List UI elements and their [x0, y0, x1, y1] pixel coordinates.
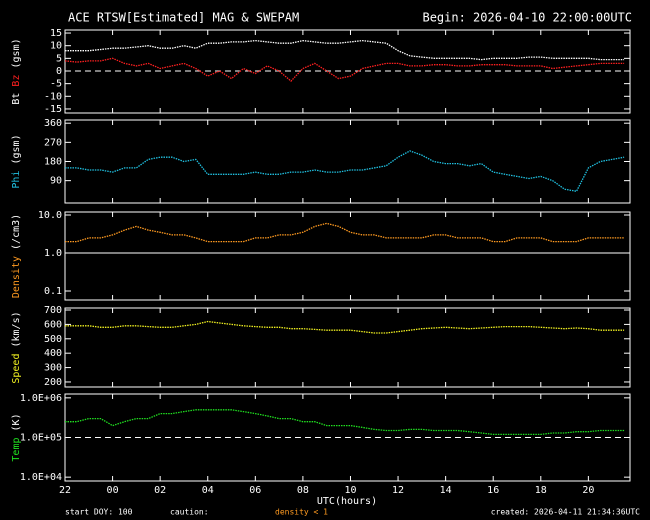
x-tick-label: 18 [535, 485, 547, 496]
y-axis-label-unit: (gsm) [11, 38, 22, 68]
y-tick-label: 200 [44, 377, 62, 388]
x-axis-label: UTC(hours) [317, 496, 377, 507]
data-series [65, 320, 625, 334]
y-tick-label: -5 [50, 79, 62, 90]
y-tick-label: 10.0 [38, 210, 62, 221]
x-tick-label: 14 [440, 485, 452, 496]
y-axis-label: Density (/cm3) [11, 214, 22, 298]
y-tick-label: 0 [56, 66, 62, 77]
footer-start: start DOY: 100 [65, 508, 133, 517]
y-tick-label: 700 [44, 305, 62, 316]
panel-frame [64, 211, 631, 301]
y-axis-label-series: Speed [11, 354, 22, 384]
x-tick-label: 04 [202, 485, 214, 496]
chart-title: ACE RTSW[Estimated] MAG & SWEPAM [68, 11, 299, 25]
x-tick-label: 12 [392, 485, 404, 496]
data-series [65, 409, 625, 436]
x-tick-label: 08 [297, 485, 309, 496]
y-axis-label-series: Density [11, 256, 22, 298]
panel-frame [64, 307, 631, 388]
y-axis-label-unit: (K) [11, 413, 22, 431]
footer-caution: caution: [170, 508, 209, 517]
y-tick-label: 600 [44, 319, 62, 330]
y-axis-label-series: Bt [11, 93, 22, 105]
y-axis-label-unit: (/cm3) [11, 214, 22, 250]
y-axis-label-series: Temp [11, 438, 22, 462]
y-tick-label: -10 [44, 91, 62, 102]
y-axis-label-series: Phi [11, 171, 22, 189]
x-tick-label: 02 [154, 485, 166, 496]
y-tick-label: 1.0E+05 [20, 433, 62, 444]
data-series [64, 57, 625, 82]
y-axis-label: Phi (gsm) [11, 134, 22, 188]
y-axis-label: Bt Bz (gsm) [11, 38, 22, 104]
y-tick-label: 1.0E+06 [20, 393, 62, 404]
footer-caution-note: density < 1 [275, 508, 328, 517]
x-tick-label: 10 [344, 485, 356, 496]
y-tick-label: 1.0E+04 [20, 472, 62, 483]
y-tick-label: 300 [44, 363, 62, 374]
x-tick-label: 22 [59, 485, 71, 496]
y-tick-label: 360 [44, 118, 62, 129]
data-series [65, 150, 625, 193]
x-tick-label: 20 [582, 485, 594, 496]
y-tick-label: 15 [50, 28, 62, 39]
y-axis-label-series: Bz [11, 75, 22, 87]
y-axis-label-unit: (gsm) [11, 134, 22, 164]
y-tick-label: 0.1 [44, 286, 62, 297]
y-tick-label: -15 [44, 104, 62, 115]
y-tick-label: 5 [56, 53, 62, 64]
panel-frame [64, 29, 631, 114]
x-tick-label: 06 [249, 485, 261, 496]
x-tick-label: 00 [107, 485, 119, 496]
y-tick-label: 500 [44, 334, 62, 345]
y-axis-label: Temp (K) [11, 413, 22, 461]
y-tick-label: 90 [50, 176, 62, 187]
data-series [65, 222, 625, 243]
y-tick-label: 270 [44, 137, 62, 148]
y-axis-label: Speed (km/s) [11, 311, 22, 383]
data-series [65, 39, 625, 61]
panel-frame [64, 119, 631, 204]
y-tick-label: 10 [50, 41, 62, 52]
begin-time: Begin: 2026-04-10 22:00:00UTC [422, 11, 632, 25]
y-tick-label: 400 [44, 348, 62, 359]
y-tick-label: 180 [44, 157, 62, 168]
y-axis-label-unit: (km/s) [11, 311, 22, 347]
footer-created: created: 2026-04-11 21:34:36UTC [491, 508, 640, 517]
x-tick-label: 16 [487, 485, 499, 496]
y-tick-label: 1.0 [44, 248, 62, 259]
